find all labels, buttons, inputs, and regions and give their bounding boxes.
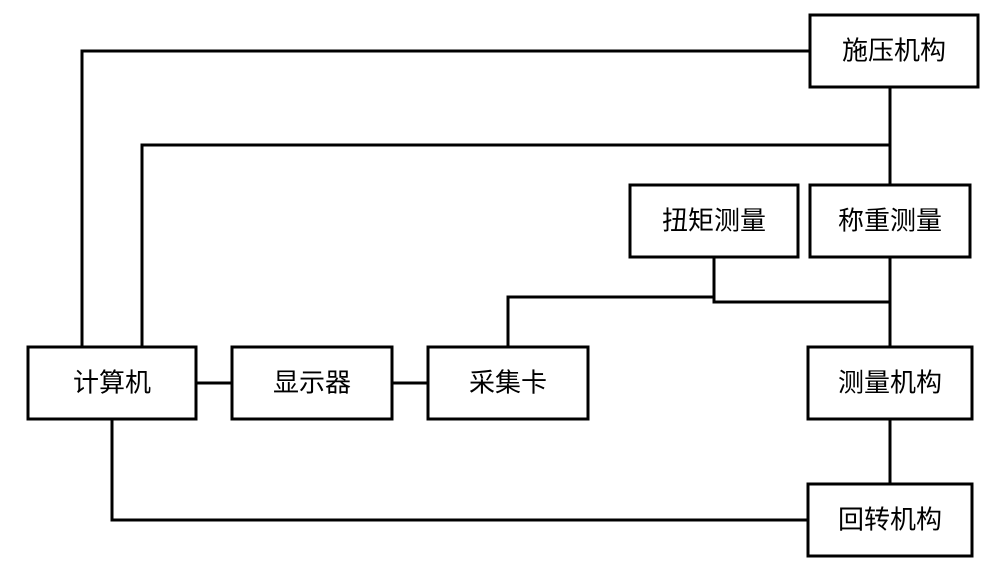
node-label: 扭矩测量 (662, 207, 766, 236)
node-label: 显示器 (273, 369, 351, 398)
node-pressure: 施压机构 (810, 15, 978, 87)
node-label: 测量机构 (838, 369, 942, 398)
node-label: 计算机 (73, 369, 151, 398)
node-weigh: 称重测量 (810, 185, 970, 257)
flowchart-canvas: 施压机构扭矩测量 称重测量计算机 显示器 采集卡 测量机构回转机构 (0, 0, 1000, 575)
node-label: 施压机构 (842, 37, 946, 66)
node-label: 采集卡 (469, 369, 547, 398)
node-label: 称重测量 (838, 207, 942, 236)
node-computer: 计算机 (28, 347, 196, 419)
node-display: 显示器 (232, 347, 392, 419)
node-torque: 扭矩测量 (630, 185, 798, 257)
node-daq: 采集卡 (428, 347, 588, 419)
node-rotate: 回转机构 (808, 484, 972, 556)
node-measure: 测量机构 (808, 347, 972, 419)
node-label: 回转机构 (838, 506, 942, 535)
